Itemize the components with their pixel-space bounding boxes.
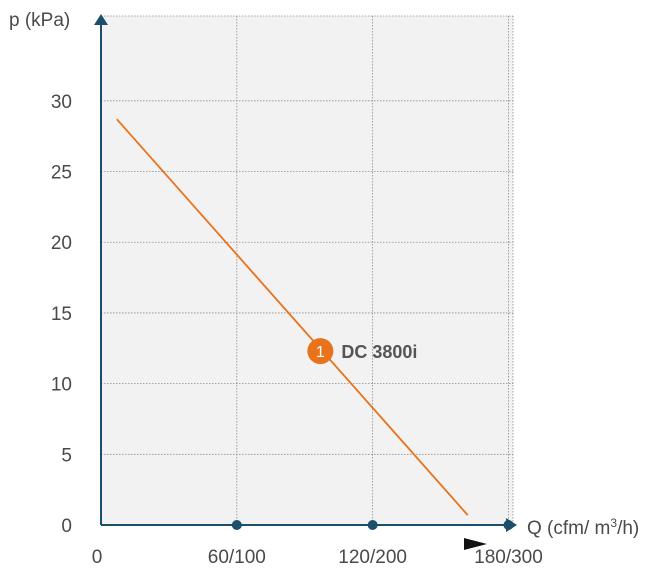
y-tick-label: 5 bbox=[61, 445, 72, 466]
y-axis-label: p (kPa) bbox=[9, 10, 70, 31]
x-tick-label: 180/300 bbox=[474, 547, 543, 568]
x-tick-label: 60/100 bbox=[208, 547, 266, 568]
x-tick-labels: 0 60/100 120/200 180/300 bbox=[92, 547, 543, 568]
y-tick-label: 20 bbox=[51, 233, 72, 254]
grid-lines bbox=[101, 15, 514, 525]
y-tick-label: 10 bbox=[51, 375, 72, 396]
x-tick-marker bbox=[231, 520, 242, 530]
y-tick-labels: 0 5 10 15 20 25 30 bbox=[51, 92, 72, 537]
x-tick-marker bbox=[503, 520, 514, 530]
plot-background bbox=[101, 16, 513, 525]
series-group: 1 DC 3800i bbox=[116, 118, 469, 516]
series-name-label: DC 3800i bbox=[341, 342, 417, 362]
x-tick-marker bbox=[367, 520, 378, 530]
y-tick-label: 25 bbox=[51, 163, 72, 184]
x-tick-label: 0 bbox=[92, 547, 103, 568]
series-badge-number: 1 bbox=[316, 344, 325, 361]
x-tick-label: 120/200 bbox=[338, 547, 407, 568]
y-tick-label: 15 bbox=[51, 304, 72, 325]
y-axis-arrow-icon bbox=[94, 14, 108, 25]
y-tick-label: 0 bbox=[61, 516, 72, 537]
direction-arrow-icon bbox=[464, 538, 487, 550]
y-tick-label: 30 bbox=[51, 92, 72, 113]
axes bbox=[94, 14, 517, 550]
series-line bbox=[116, 118, 469, 516]
x-axis-label: Q (cfm/ m3/h) bbox=[527, 516, 639, 539]
series-badge bbox=[307, 338, 334, 365]
